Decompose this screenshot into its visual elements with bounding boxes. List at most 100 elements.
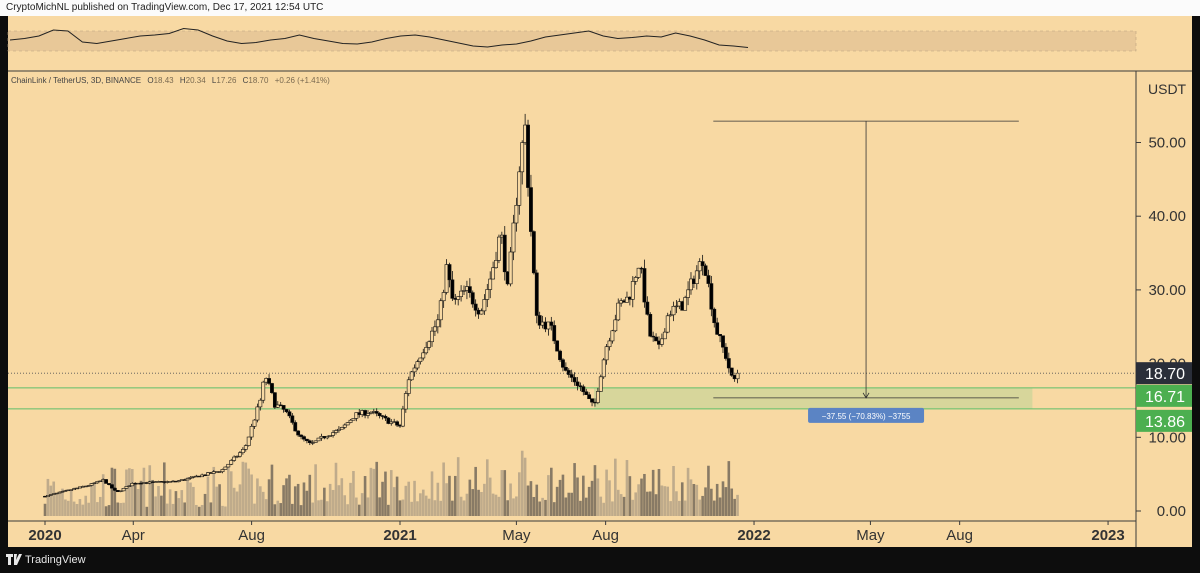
candle-body bbox=[659, 338, 664, 345]
volume-bar bbox=[628, 476, 632, 516]
candle-body bbox=[243, 445, 248, 450]
volume-bar bbox=[381, 481, 384, 516]
candle-body bbox=[296, 430, 301, 436]
candle-body bbox=[415, 361, 420, 369]
time-axis: 2020 Apr Aug 2021 May Aug 2022 May Aug 2023 bbox=[28, 521, 1125, 544]
volume-bar bbox=[308, 474, 312, 516]
volume-bar bbox=[512, 498, 515, 516]
volume-bar bbox=[122, 502, 125, 516]
candle-body bbox=[112, 487, 117, 491]
tradingview-logo-icon bbox=[6, 554, 22, 565]
candle-body bbox=[124, 486, 129, 489]
candle-body bbox=[92, 482, 97, 485]
volume-bar bbox=[139, 480, 143, 516]
zone-bottom-badge: 13.86 bbox=[1145, 414, 1185, 431]
volume-bar bbox=[637, 484, 640, 516]
candle-body bbox=[508, 251, 513, 285]
volume-bar bbox=[49, 485, 53, 516]
legend-h-label: H bbox=[180, 76, 186, 85]
volume-bar bbox=[197, 506, 201, 516]
volume-bar bbox=[704, 487, 707, 516]
volume-bar bbox=[590, 480, 594, 516]
volume-bar bbox=[646, 491, 649, 516]
candle-body bbox=[467, 286, 472, 293]
volume-bar bbox=[436, 482, 440, 516]
candle-body bbox=[304, 438, 309, 442]
volume-bar bbox=[180, 490, 184, 516]
volume-bar bbox=[439, 500, 443, 516]
volume-bar bbox=[72, 501, 76, 516]
candle-body bbox=[683, 297, 688, 311]
volume-bar bbox=[387, 504, 390, 516]
candle-body bbox=[310, 442, 315, 444]
candle-body bbox=[648, 314, 653, 337]
rsi-line bbox=[9, 27, 749, 48]
candle-body bbox=[395, 421, 399, 426]
volume-bar bbox=[104, 506, 108, 516]
volume-bar bbox=[643, 473, 646, 516]
measure-badge bbox=[808, 407, 925, 423]
volume-bar bbox=[154, 496, 157, 516]
candle-body bbox=[729, 367, 734, 376]
price-chart[interactable]: ChainLink / TetherUS, 3D, BINANCE O18.43… bbox=[0, 0, 1200, 547]
candle-body bbox=[104, 479, 109, 484]
candle-body bbox=[590, 398, 594, 403]
volume-bar bbox=[488, 477, 492, 516]
volume-bar bbox=[302, 482, 306, 516]
time-tick-label: May bbox=[502, 527, 531, 544]
volume-bar bbox=[195, 504, 198, 516]
candle-body bbox=[401, 408, 405, 427]
volume-bar bbox=[235, 491, 239, 516]
publish-bar: CryptoMichNL published on TradingView.co… bbox=[0, 0, 1200, 16]
candle-body bbox=[709, 283, 714, 310]
measure-tool[interactable]: −37.55 (−70.83%) −3755 bbox=[713, 120, 1019, 423]
volume-bar bbox=[360, 493, 364, 516]
volume-bar bbox=[130, 469, 134, 516]
volume-bar bbox=[727, 461, 731, 516]
volume-bar bbox=[695, 484, 699, 516]
volume-bar bbox=[317, 500, 320, 516]
volume-bar bbox=[433, 500, 437, 516]
volume-bar bbox=[456, 457, 460, 516]
volume-bar bbox=[657, 469, 661, 516]
candle-body bbox=[642, 268, 647, 303]
candle-body bbox=[604, 346, 609, 361]
volume-bar bbox=[148, 465, 152, 516]
legend-o-label: O bbox=[147, 76, 153, 85]
time-tick-label: 2022 bbox=[737, 527, 770, 544]
candle-body bbox=[374, 411, 379, 414]
volume-bar bbox=[215, 486, 218, 516]
volume-bar bbox=[427, 498, 431, 516]
candle-body bbox=[258, 399, 263, 408]
candle-body bbox=[616, 302, 621, 321]
volume-bar bbox=[485, 459, 489, 516]
volume-bar bbox=[506, 500, 509, 516]
candle-body bbox=[552, 325, 557, 342]
volume-bar bbox=[305, 490, 309, 516]
candle-body bbox=[412, 367, 417, 373]
candle-body bbox=[302, 436, 306, 440]
candle-body bbox=[462, 290, 466, 292]
volume-bar bbox=[558, 479, 562, 516]
volume-bar bbox=[509, 483, 512, 516]
volume-bar bbox=[660, 485, 664, 516]
candle-body bbox=[558, 350, 562, 361]
candle-body bbox=[95, 481, 100, 484]
volume-bar bbox=[293, 486, 297, 516]
volume-bar bbox=[503, 470, 507, 516]
candle-body bbox=[598, 376, 603, 392]
volume-bar bbox=[87, 502, 90, 516]
candle-body bbox=[110, 484, 114, 489]
candle-body bbox=[287, 411, 292, 417]
volume-bar bbox=[61, 488, 64, 516]
candle-body bbox=[459, 290, 464, 297]
volume-bar bbox=[323, 487, 326, 516]
volume-bar bbox=[692, 484, 696, 516]
volume-bar bbox=[544, 499, 547, 516]
candle-body bbox=[671, 305, 676, 316]
legend-low: 17.26 bbox=[216, 76, 237, 85]
volume-bar bbox=[171, 503, 175, 516]
candle-body bbox=[613, 319, 618, 332]
last-price-badge: 18.70 bbox=[1145, 366, 1185, 383]
zone-top-badge: 16.71 bbox=[1145, 389, 1185, 406]
